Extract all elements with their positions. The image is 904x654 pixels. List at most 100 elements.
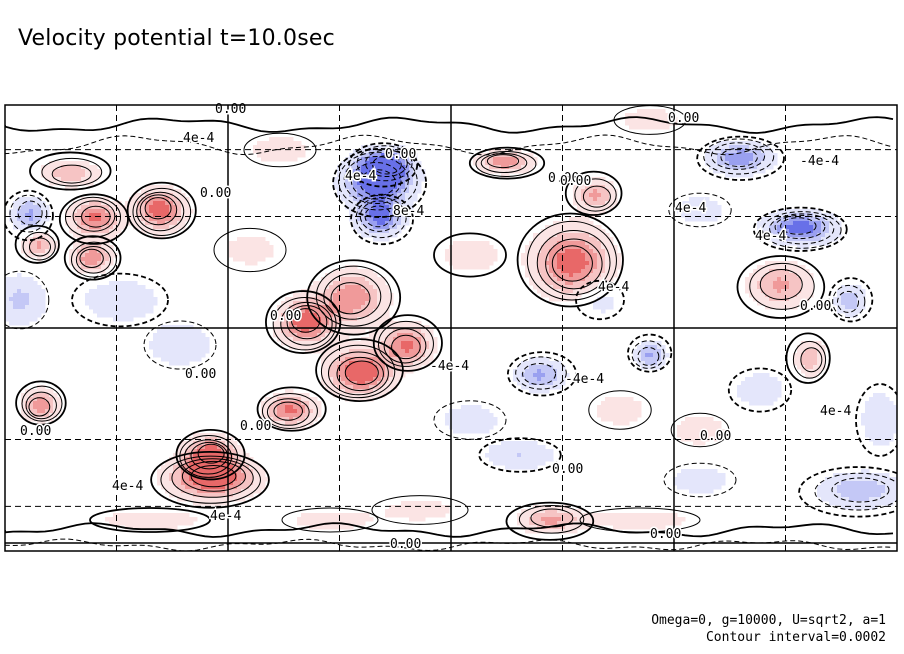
field-cell <box>761 277 766 282</box>
field-cell <box>565 265 570 270</box>
field-cell <box>393 221 398 226</box>
field-cell <box>401 185 406 190</box>
field-cell <box>381 277 386 282</box>
field-cell <box>381 389 386 394</box>
field-cell <box>41 385 46 390</box>
field-cell <box>529 445 534 450</box>
field-cell <box>805 349 810 354</box>
field-cell <box>381 173 386 178</box>
field-cell <box>321 321 326 326</box>
field-cell <box>837 477 842 482</box>
field-cell <box>725 157 730 162</box>
field-cell <box>133 309 138 314</box>
field-cell <box>397 157 402 162</box>
field-cell <box>153 225 158 230</box>
field-cell <box>461 253 466 258</box>
field-cell <box>385 289 390 294</box>
field-cell <box>617 253 622 258</box>
field-cell <box>725 141 730 146</box>
field-cell <box>89 245 94 250</box>
field-cell <box>801 357 806 362</box>
field-cell <box>621 401 626 406</box>
field-cell <box>881 497 886 502</box>
field-cell <box>537 461 542 466</box>
field-cell <box>353 293 358 298</box>
field-cell <box>353 393 358 398</box>
field-cell <box>589 253 594 258</box>
field-cell <box>285 145 290 150</box>
field-cell <box>761 293 766 298</box>
field-cell <box>633 121 638 126</box>
field-cell <box>801 361 806 366</box>
field-cell <box>113 225 118 230</box>
field-cell <box>521 445 526 450</box>
field-cell <box>85 269 90 274</box>
field-cell <box>349 381 354 386</box>
field-cell <box>569 217 574 222</box>
field-cell <box>429 349 434 354</box>
field-cell <box>745 157 750 162</box>
field-cell <box>165 477 170 482</box>
field-cell <box>777 381 782 386</box>
field-cell <box>781 305 786 310</box>
field-cell <box>589 181 594 186</box>
field-cell <box>321 369 326 374</box>
field-cell <box>357 217 362 222</box>
field-cell <box>381 197 386 202</box>
field-cell <box>81 177 86 182</box>
field-cell <box>417 329 422 334</box>
field-cell <box>485 261 490 266</box>
field-cell <box>785 301 790 306</box>
field-cell <box>797 237 802 242</box>
field-cell <box>289 309 294 314</box>
field-cell <box>877 393 882 398</box>
field-cell <box>373 229 378 234</box>
field-cell <box>537 245 542 250</box>
field-cell <box>353 289 358 294</box>
field-cell <box>33 317 38 322</box>
field-cell <box>221 497 226 502</box>
field-cell <box>865 469 870 474</box>
field-cell <box>637 109 642 114</box>
field-cell <box>809 281 814 286</box>
field-cell <box>369 297 374 302</box>
field-cell <box>361 165 366 170</box>
field-cell <box>749 145 754 150</box>
field-cell <box>181 441 186 446</box>
field-cell <box>97 169 102 174</box>
field-cell <box>729 165 734 170</box>
field-cell <box>253 249 258 254</box>
field-cell <box>405 337 410 342</box>
field-cell <box>857 473 862 478</box>
field-cell <box>373 181 378 186</box>
field-cell <box>381 169 386 174</box>
field-cell <box>397 209 402 214</box>
field-cell <box>145 309 150 314</box>
field-cell <box>145 209 150 214</box>
field-cell <box>29 201 34 206</box>
field-cell <box>325 345 330 350</box>
field-cell <box>633 413 638 418</box>
field-cell <box>541 265 546 270</box>
field-cell <box>873 405 878 410</box>
field-cell <box>17 305 22 310</box>
field-cell <box>613 245 618 250</box>
field-cell <box>365 377 370 382</box>
field-cell <box>377 217 382 222</box>
field-cell <box>349 185 354 190</box>
field-cell <box>809 233 814 238</box>
field-cell <box>765 221 770 226</box>
field-cell <box>161 201 166 206</box>
field-cell <box>189 329 194 334</box>
field-cell <box>561 237 566 242</box>
field-cell <box>837 485 842 490</box>
field-cell <box>193 353 198 358</box>
field-cell <box>513 369 518 374</box>
field-cell <box>97 269 102 274</box>
field-cell <box>237 485 242 490</box>
field-cell <box>273 393 278 398</box>
field-cell <box>553 381 558 386</box>
field-cell <box>201 433 206 438</box>
field-cell <box>77 229 82 234</box>
field-cell <box>361 269 366 274</box>
